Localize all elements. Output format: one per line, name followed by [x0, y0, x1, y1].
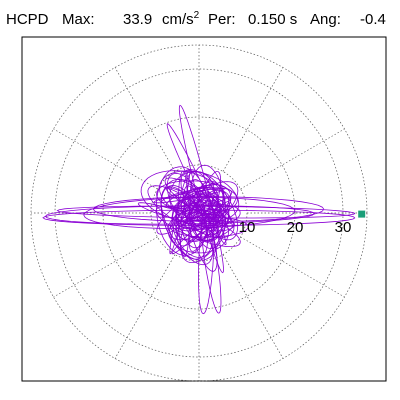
- orbit-loop-core: [196, 200, 225, 227]
- orbit-loop-core: [176, 192, 213, 247]
- orbit-loop-long: [44, 205, 315, 225]
- plot-frame: [21, 36, 387, 382]
- orbit-loop-core: [169, 169, 191, 255]
- grid-spoke: [222, 254, 284, 359]
- max-unit-exponent: 2: [193, 10, 200, 21]
- orbit-loop-core: [189, 164, 227, 250]
- radial-tick-label: 30: [335, 219, 352, 236]
- station-code: HCPD: [6, 11, 49, 28]
- orbit-loop-vertical: [166, 123, 227, 246]
- grid-spoke: [222, 67, 284, 172]
- radial-tick-labels: 10 20 30: [239, 219, 352, 236]
- orbit-loop-vertical: [178, 104, 224, 274]
- orbit-loop-long: [83, 197, 296, 229]
- orbit-loop-core: [160, 186, 214, 266]
- polar-grid: [30, 44, 368, 382]
- orbit-loop-core: [167, 209, 229, 254]
- peak-marker: [358, 210, 366, 218]
- per-value: 0.150 s: [248, 11, 298, 28]
- grid-ring: [102, 116, 296, 310]
- radial-tick-label: 20: [287, 219, 304, 236]
- ang-value: -0.4: [360, 11, 386, 28]
- ang-label: Ang:: [310, 11, 341, 28]
- max-unit-text: cm/s: [162, 11, 194, 28]
- grid-spoke: [240, 236, 345, 298]
- orbit-trace: [42, 104, 356, 315]
- orbit-loop-core: [153, 187, 225, 204]
- grid-spoke: [114, 254, 176, 359]
- radial-tick-label: 10: [239, 219, 256, 236]
- grid-spoke: [53, 128, 158, 190]
- max-unit: cm/s2: [162, 10, 200, 28]
- orbit-loop-long: [92, 196, 325, 223]
- orbit-loop-core: [156, 180, 238, 214]
- per-label: Per:: [208, 11, 236, 28]
- peak-marker-group: [358, 210, 366, 218]
- grid-spoke: [53, 236, 158, 298]
- max-label: Max:: [62, 11, 95, 28]
- grid-spoke: [114, 67, 176, 172]
- grid-spoke: [240, 128, 345, 190]
- max-value: 33.9: [123, 11, 153, 28]
- orbit-loop-core: [140, 170, 225, 222]
- orbit-loop-core: [199, 222, 234, 241]
- orbit-loop-core: [160, 178, 220, 261]
- chart-header: HCPD Max: 33.9 cm/s2 Per: 0.150 s Ang: -…: [0, 0, 400, 36]
- orbit-loop-core: [137, 202, 218, 229]
- orbit-loop-core: [186, 170, 239, 241]
- orbit-loop-long: [42, 209, 356, 226]
